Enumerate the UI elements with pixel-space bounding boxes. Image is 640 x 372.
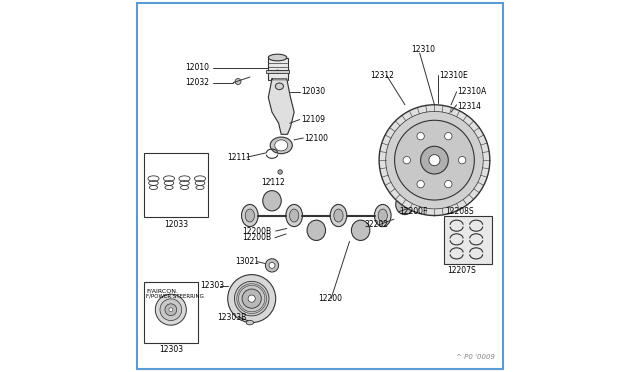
Circle shape [278,170,282,174]
Ellipse shape [241,205,258,227]
Circle shape [234,281,269,316]
Text: 12111: 12111 [227,153,251,162]
Circle shape [417,180,424,188]
Circle shape [417,132,424,140]
Text: 12100: 12100 [305,134,328,142]
Text: 12200B: 12200B [243,233,271,242]
Circle shape [445,180,452,188]
Circle shape [445,132,452,140]
Ellipse shape [396,194,414,215]
Ellipse shape [286,205,303,227]
Circle shape [429,155,440,166]
Ellipse shape [307,220,326,240]
Text: 12310: 12310 [412,45,436,54]
Text: 12112: 12112 [261,178,285,187]
Text: 12310E: 12310E [439,71,468,80]
Text: 12303B: 12303B [218,312,246,321]
Text: 12109: 12109 [301,115,325,124]
Text: 12208S: 12208S [445,207,474,217]
Ellipse shape [246,320,253,325]
Polygon shape [268,79,294,134]
Text: F/POWER STEERRING: F/POWER STEERRING [147,294,204,299]
Circle shape [169,308,173,312]
Text: 12207S: 12207S [447,266,476,275]
Ellipse shape [378,209,387,222]
Circle shape [420,146,448,174]
Circle shape [160,299,182,321]
Circle shape [458,157,466,164]
Text: ^ P0 '0009: ^ P0 '0009 [456,353,495,359]
Text: 32202: 32202 [364,220,388,229]
Text: 12200: 12200 [318,294,342,303]
Circle shape [379,105,490,215]
Circle shape [228,275,276,323]
Circle shape [248,295,255,302]
Circle shape [266,259,278,272]
Text: F/AIRCON.: F/AIRCON. [147,288,179,293]
Circle shape [165,304,177,315]
Circle shape [235,78,241,84]
Bar [143,282,198,343]
Text: 12033: 12033 [164,219,188,228]
Ellipse shape [268,54,287,61]
Text: 13021: 13021 [235,257,259,266]
Ellipse shape [275,140,288,151]
FancyBboxPatch shape [268,58,287,80]
Ellipse shape [270,137,292,154]
Bar [143,153,208,217]
Text: 12303: 12303 [200,281,224,290]
Ellipse shape [245,209,255,222]
Text: 12030: 12030 [301,87,325,96]
Ellipse shape [275,83,284,90]
Circle shape [386,112,483,209]
Ellipse shape [330,205,347,227]
Circle shape [156,294,186,325]
Text: 12303: 12303 [159,345,183,354]
Text: 12032: 12032 [185,78,209,87]
Text: 12010: 12010 [185,63,209,72]
Text: 12314: 12314 [458,102,481,111]
Bar [444,215,492,263]
Text: 12200F: 12200F [399,207,428,217]
Ellipse shape [374,205,391,227]
Ellipse shape [334,209,343,222]
Ellipse shape [263,190,281,211]
Circle shape [269,262,275,268]
Text: 12200B: 12200B [243,227,271,235]
Text: 12310A: 12310A [458,87,486,96]
Bar [266,70,289,73]
Circle shape [242,289,261,308]
Circle shape [395,120,474,200]
Ellipse shape [351,220,370,240]
Ellipse shape [289,209,299,222]
Circle shape [403,157,410,164]
Text: 12312: 12312 [370,71,394,80]
Ellipse shape [275,70,280,73]
